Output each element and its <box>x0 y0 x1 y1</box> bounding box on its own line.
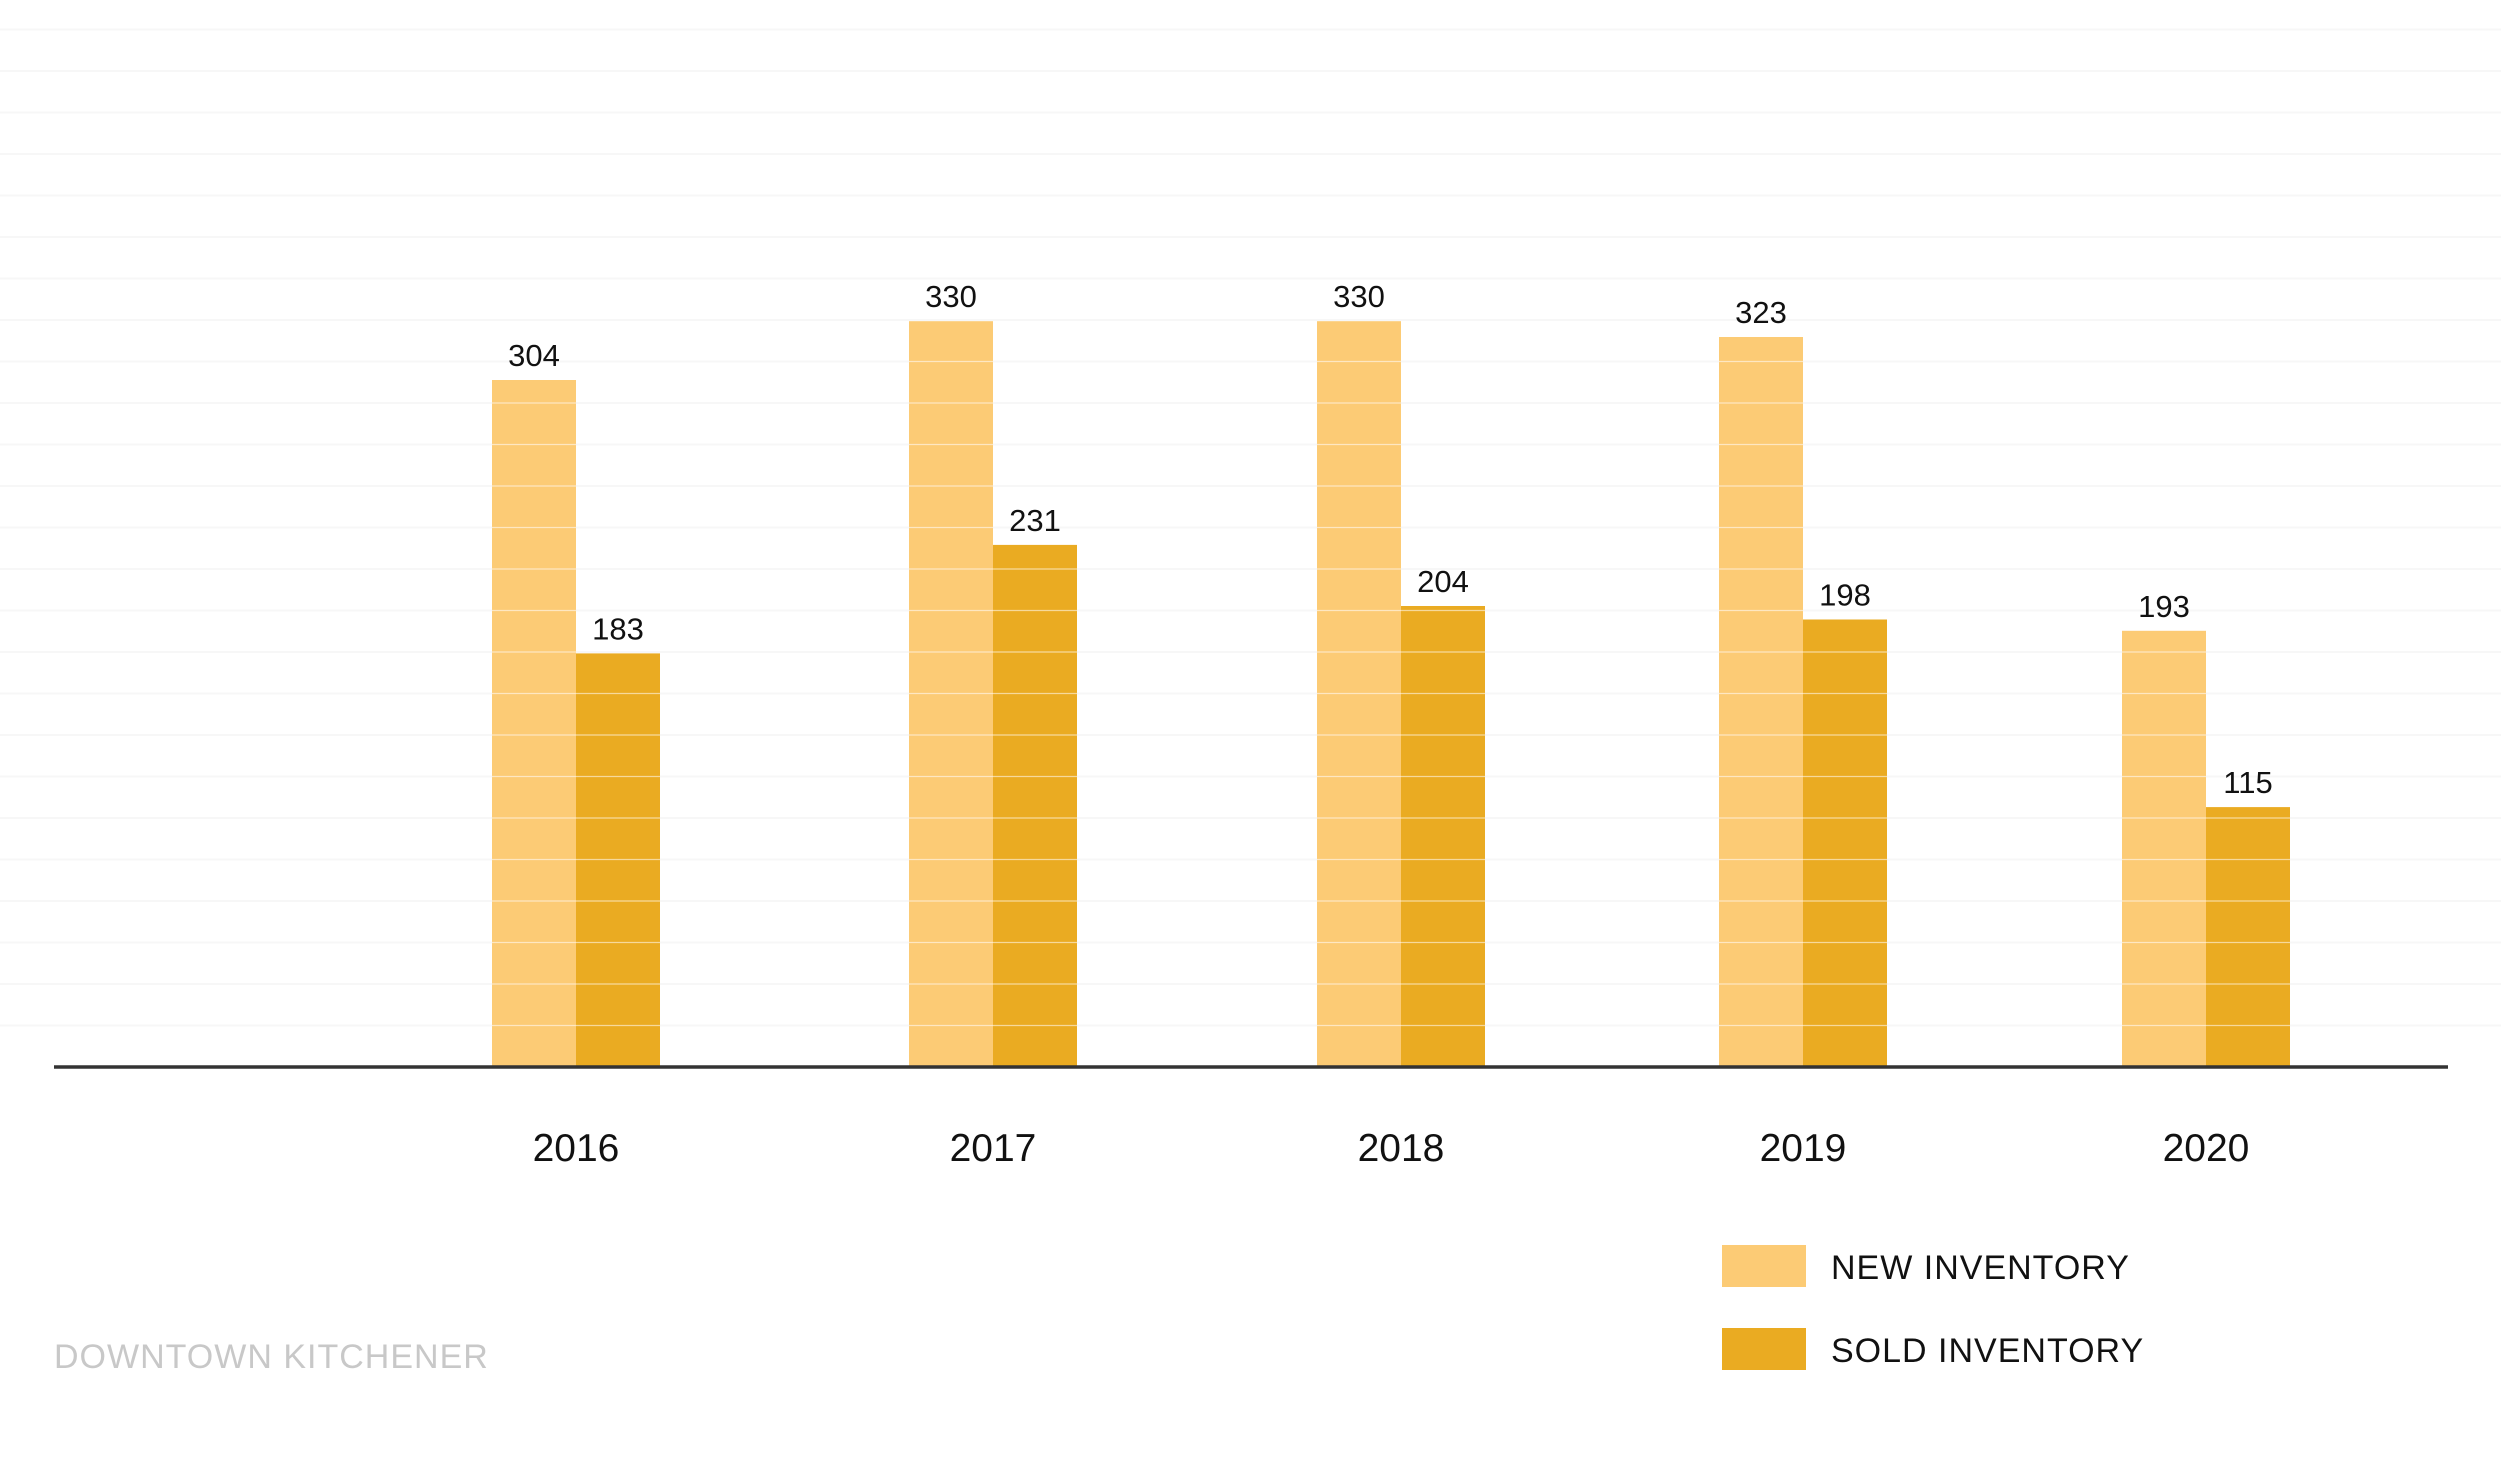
legend: NEW INVENTORY SOLD INVENTORY <box>1722 1245 2144 1370</box>
x-tick-label: 2019 <box>1760 1127 1847 1170</box>
data-label: 183 <box>592 611 644 646</box>
bar-sold-inventory-2019 <box>1803 619 1887 1067</box>
bar-new-inventory-2016 <box>492 380 576 1067</box>
bar-new-inventory-2019 <box>1719 337 1803 1067</box>
data-label: 204 <box>1417 564 1469 599</box>
data-label: 198 <box>1819 578 1871 613</box>
data-label: 193 <box>2138 589 2190 624</box>
legend-swatch-new-inventory <box>1722 1245 1806 1287</box>
bar-gridline-overlay <box>0 28 2501 1027</box>
data-label: 330 <box>925 279 977 314</box>
data-label: 115 <box>2223 765 2272 800</box>
bar-sold-inventory-2017 <box>993 544 1077 1067</box>
x-tick-label: 2018 <box>1358 1127 1445 1170</box>
x-tick-label: 2017 <box>950 1127 1037 1170</box>
data-labels: 304 183 330 231 330 204 323 198 193 115 <box>508 279 2273 800</box>
data-label: 231 <box>1009 503 1061 538</box>
bar-sold-inventory-2020 <box>2206 807 2290 1067</box>
legend-swatch-sold-inventory <box>1722 1328 1806 1370</box>
legend-label-sold-inventory: SOLD INVENTORY <box>1831 1332 2144 1370</box>
bar-new-inventory-2020 <box>2122 630 2206 1067</box>
data-label: 323 <box>1735 295 1787 330</box>
x-tick-label: 2020 <box>2163 1127 2250 1170</box>
legend-label-new-inventory: NEW INVENTORY <box>1831 1249 2130 1287</box>
x-tick-labels: 2016 2017 2018 2019 2020 <box>533 1127 2250 1170</box>
data-label: 304 <box>508 338 560 373</box>
bar-sold-inventory-2016 <box>576 653 660 1067</box>
bar-sold-inventory-2018 <box>1401 606 1485 1067</box>
data-label: 330 <box>1333 279 1385 314</box>
x-tick-label: 2016 <box>533 1127 620 1170</box>
footer-label: DOWNTOWN KITCHENER <box>54 1338 489 1376</box>
